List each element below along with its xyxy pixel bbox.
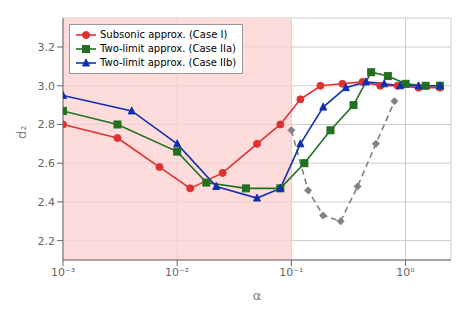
svg-text:2.6: 2.6 [38, 157, 56, 170]
svg-text:3.0: 3.0 [38, 80, 56, 93]
svg-text:d₂: d₂ [14, 126, 29, 139]
svg-text:10⁻³: 10⁻³ [51, 266, 75, 279]
svg-text:2.4: 2.4 [38, 196, 56, 209]
html-text:Two-limit approx. (Case IIb): Two-limit approx. (Case IIb) [100, 57, 237, 68]
svg-text:10⁰: 10⁰ [396, 266, 415, 279]
svg-text:10⁻¹: 10⁻¹ [279, 266, 303, 279]
svg-text:α: α [253, 288, 262, 303]
svg-text:2.2: 2.2 [38, 235, 56, 248]
svg-text:3.2: 3.2 [38, 41, 56, 54]
html-text:Two-limit approx. (Case IIa): Two-limit approx. (Case IIa) [100, 43, 236, 54]
svg-text:2.8: 2.8 [38, 118, 56, 131]
svg-text:10⁻²: 10⁻² [165, 266, 189, 279]
html-text:Subsonic approx. (Case I): Subsonic approx. (Case I) [100, 29, 228, 40]
